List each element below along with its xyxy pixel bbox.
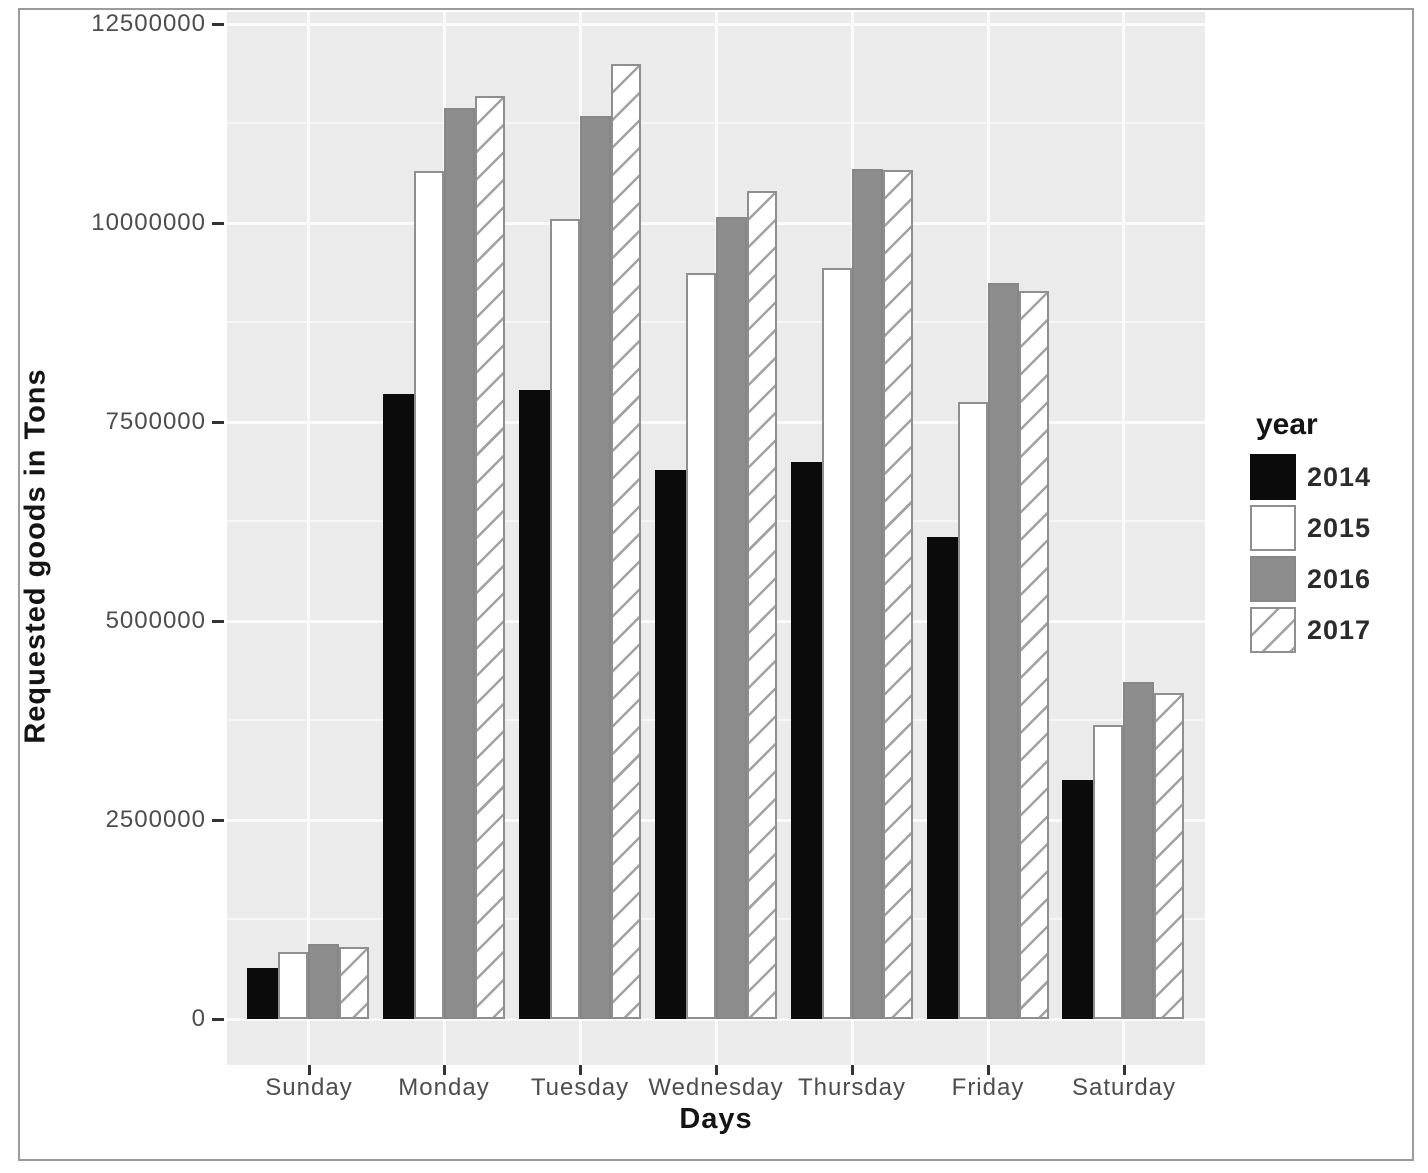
plot-panel	[227, 12, 1205, 1065]
bar-2014-monday	[383, 394, 414, 1019]
bar-2016-saturday	[1123, 682, 1154, 1019]
bar-2016-sunday	[308, 944, 339, 1019]
legend-item-2016: 2016	[1250, 556, 1428, 602]
legend: year 2014 2015 2016 2017	[1250, 408, 1428, 658]
bar-group-saturday	[1062, 682, 1184, 1019]
y-tick-label-2500000: 2500000	[105, 806, 206, 833]
x-tick-mark-tuesday	[579, 1065, 582, 1075]
y-tick-label-0: 0	[191, 1005, 206, 1032]
x-tick-mark-thursday	[851, 1065, 854, 1075]
bar-2016-wednesday	[716, 217, 747, 1019]
bar-group-friday	[927, 283, 1049, 1019]
gridline-vertical-sunday	[307, 12, 310, 1065]
bar-2014-wednesday	[655, 470, 686, 1019]
x-tick-mark-friday	[987, 1065, 990, 1075]
bar-2014-saturday	[1062, 780, 1093, 1019]
y-axis-title: Requested goods in Tons	[19, 368, 52, 744]
bar-2017-wednesday	[746, 191, 777, 1019]
x-tick-mark-monday	[443, 1065, 446, 1075]
gridline-vertical-saturday	[1122, 12, 1125, 1065]
x-tick-label-thursday: Thursday	[797, 1074, 907, 1101]
bar-2017-monday	[474, 96, 505, 1019]
legend-label-2015: 2015	[1307, 512, 1372, 543]
legend-label-2014: 2014	[1307, 461, 1372, 492]
legend-item-2014: 2014	[1250, 454, 1428, 500]
x-tick-mark-saturday	[1123, 1065, 1126, 1075]
y-tick-label-12500000: 12500000	[91, 10, 206, 37]
y-tick-mark-12500000	[212, 23, 224, 26]
legend-swatch-2014	[1250, 454, 1296, 500]
legend-item-2017: 2017	[1250, 607, 1428, 653]
bar-2016-tuesday	[580, 116, 611, 1019]
legend-label-2016: 2016	[1307, 563, 1372, 594]
bar-2015-thursday	[821, 268, 852, 1019]
legend-items: 2014 2015 2016 2017	[1250, 454, 1428, 653]
bar-2014-friday	[927, 537, 958, 1019]
x-axis-title: Days	[679, 1103, 753, 1135]
bar-2015-saturday	[1092, 725, 1123, 1019]
bar-2014-thursday	[791, 462, 822, 1019]
x-tick-mark-sunday	[308, 1065, 311, 1075]
legend-title: year	[1256, 408, 1318, 441]
y-tick-mark-10000000	[212, 222, 224, 225]
x-tick-label-monday: Monday	[398, 1074, 490, 1101]
bar-group-monday	[383, 96, 505, 1019]
bar-2017-tuesday	[610, 64, 641, 1019]
y-tick-mark-7500000	[212, 421, 224, 424]
legend-label-2017: 2017	[1307, 614, 1372, 645]
bar-2016-friday	[988, 283, 1019, 1019]
bar-2014-sunday	[247, 968, 278, 1019]
y-tick-label-10000000: 10000000	[91, 209, 206, 236]
y-tick-label-5000000: 5000000	[105, 607, 206, 634]
bar-2017-friday	[1018, 291, 1049, 1019]
x-tick-label-friday: Friday	[951, 1074, 1025, 1101]
bar-2015-tuesday	[549, 219, 580, 1019]
bar-2017-sunday	[338, 947, 369, 1019]
x-tick-label-tuesday: Tuesday	[530, 1074, 630, 1101]
bar-group-thursday	[791, 169, 913, 1019]
y-tick-mark-5000000	[212, 620, 224, 623]
y-tick-mark-2500000	[212, 819, 224, 822]
legend-swatch-2017	[1250, 607, 1296, 653]
legend-item-2015: 2015	[1250, 505, 1428, 551]
bar-2017-saturday	[1153, 693, 1184, 1019]
x-tick-label-saturday: Saturday	[1071, 1074, 1177, 1101]
bar-group-sunday	[247, 944, 369, 1019]
bar-2015-wednesday	[685, 273, 716, 1019]
bar-group-wednesday	[655, 191, 777, 1019]
bar-2015-monday	[413, 171, 444, 1019]
y-tick-label-7500000: 7500000	[105, 408, 206, 435]
bar-group-tuesday	[519, 64, 641, 1019]
legend-swatch-2016	[1250, 556, 1296, 602]
bar-2016-thursday	[852, 169, 883, 1019]
x-tick-label-sunday: Sunday	[265, 1074, 353, 1101]
y-tick-mark-0	[212, 1018, 224, 1021]
bar-2017-thursday	[882, 170, 913, 1019]
x-tick-label-wednesday: Wednesday	[648, 1074, 784, 1101]
bar-2015-friday	[957, 402, 988, 1019]
bar-2016-monday	[444, 108, 475, 1019]
bar-2014-tuesday	[519, 390, 550, 1019]
legend-swatch-2015	[1250, 505, 1296, 551]
bar-2015-sunday	[277, 952, 308, 1019]
x-tick-mark-wednesday	[715, 1065, 718, 1075]
